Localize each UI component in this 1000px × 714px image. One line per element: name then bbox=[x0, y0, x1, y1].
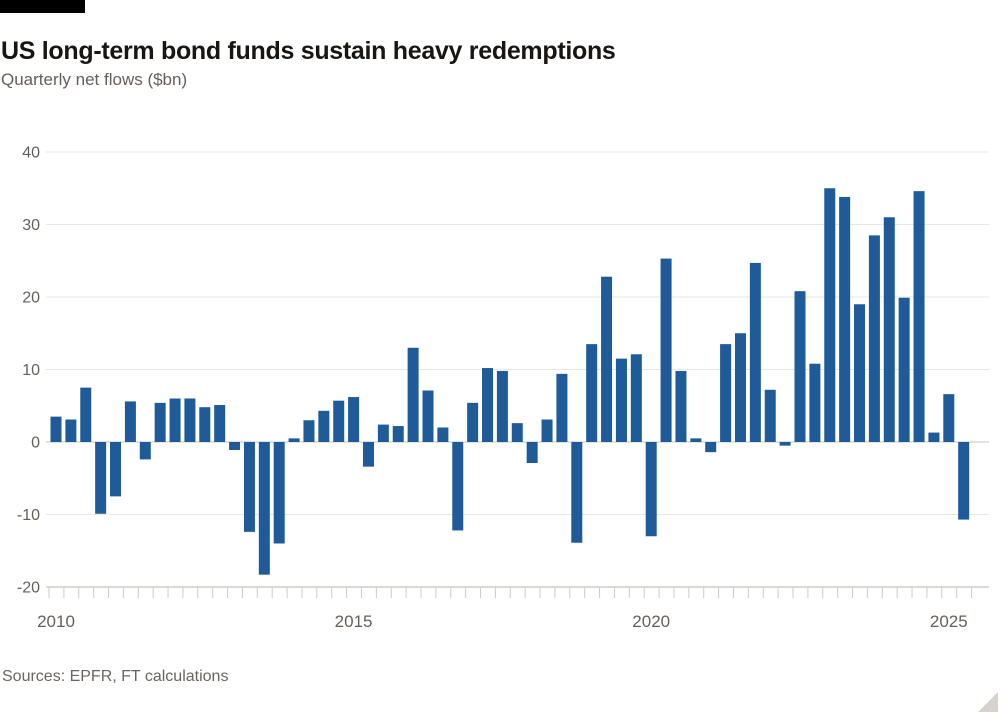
bar-2015-q3 bbox=[377, 424, 389, 442]
bar-2025-q1 bbox=[943, 394, 955, 442]
bar-2012-q4 bbox=[214, 405, 226, 442]
bar-2010-q4 bbox=[95, 442, 107, 514]
chart-subtitle: Quarterly net flows ($bn) bbox=[1, 70, 188, 89]
bar-2018-q2 bbox=[541, 419, 553, 442]
bar-2010-q1 bbox=[50, 416, 62, 442]
bar-2024-q4 bbox=[928, 432, 940, 442]
x-axis-label-2010: 2010 bbox=[37, 612, 75, 631]
bar-2021-q3 bbox=[734, 333, 746, 442]
y-axis-label-40: 40 bbox=[22, 145, 40, 162]
bar-2024-q1 bbox=[883, 217, 895, 442]
bar-2022-q2 bbox=[779, 442, 791, 446]
bar-2023-q4 bbox=[868, 235, 880, 442]
x-axis-label-2015: 2015 bbox=[335, 612, 373, 631]
y-axis-label--20: -20 bbox=[17, 580, 40, 597]
bar-2023-q1 bbox=[824, 188, 836, 442]
bar-2013-q4 bbox=[273, 442, 285, 544]
sources-note: Sources: EPFR, FT calculations bbox=[2, 668, 229, 685]
bar-2013-q3 bbox=[258, 442, 270, 575]
bar-2015-q2 bbox=[362, 442, 374, 467]
bar-2020-q1 bbox=[645, 442, 657, 537]
x-axis-label-2020: 2020 bbox=[632, 612, 670, 631]
bar-2024-q2 bbox=[898, 297, 910, 442]
bar-2017-q4 bbox=[511, 423, 523, 442]
bar-2017-q2 bbox=[482, 368, 494, 442]
bar-2019-q1 bbox=[586, 344, 598, 442]
bar-2023-q3 bbox=[854, 304, 866, 442]
bar-2019-q4 bbox=[630, 354, 642, 442]
bar-2017-q1 bbox=[467, 402, 479, 442]
bar-2013-q2 bbox=[243, 442, 255, 532]
bar-2015-q4 bbox=[392, 426, 404, 442]
bar-2025-q2 bbox=[958, 442, 970, 520]
y-axis-label-0: 0 bbox=[31, 435, 40, 452]
bar-2016-q2 bbox=[422, 390, 434, 442]
bar-2021-q2 bbox=[720, 344, 732, 442]
bar-2010-q2 bbox=[65, 419, 77, 442]
bar-2022-q3 bbox=[794, 291, 806, 442]
bar-2016-q4 bbox=[452, 442, 464, 531]
bar-2019-q2 bbox=[601, 276, 613, 442]
bar-2019-q3 bbox=[615, 358, 627, 442]
bar-2013-q1 bbox=[229, 442, 241, 450]
bar-2018-q4 bbox=[571, 442, 583, 543]
bar-2012-q2 bbox=[184, 398, 196, 442]
y-axis-label--10: -10 bbox=[17, 507, 40, 524]
bar-2024-q3 bbox=[913, 191, 925, 442]
bar-2016-q3 bbox=[437, 427, 449, 442]
bar-2016-q1 bbox=[407, 347, 419, 442]
bar-2011-q1 bbox=[110, 442, 122, 497]
bar-2020-q4 bbox=[690, 438, 702, 442]
resize-handle-icon[interactable] bbox=[978, 692, 998, 712]
bar-2014-q1 bbox=[288, 438, 300, 442]
bar-2014-q4 bbox=[333, 400, 345, 442]
bar-2020-q3 bbox=[675, 370, 687, 442]
bar-2017-q3 bbox=[496, 370, 508, 442]
y-axis-label-20: 20 bbox=[22, 290, 40, 307]
bar-2010-q3 bbox=[80, 387, 92, 442]
y-axis-label-30: 30 bbox=[22, 217, 40, 234]
bar-2021-q1 bbox=[705, 442, 717, 453]
bar-2015-q1 bbox=[348, 397, 360, 442]
bar-2018-q1 bbox=[526, 442, 538, 464]
bar-2022-q4 bbox=[809, 363, 821, 442]
bar-2021-q4 bbox=[749, 262, 761, 442]
ft-brand-bar bbox=[0, 0, 85, 13]
x-axis-label-2025: 2025 bbox=[930, 612, 968, 631]
bar-2020-q2 bbox=[660, 258, 672, 442]
bar-2023-q2 bbox=[839, 196, 851, 442]
bar-2014-q2 bbox=[303, 420, 315, 442]
bar-2011-q4 bbox=[154, 402, 166, 442]
chart-title: US long-term bond funds sustain heavy re… bbox=[1, 36, 616, 65]
bar-2011-q3 bbox=[139, 442, 151, 460]
bar-2012-q3 bbox=[199, 407, 211, 442]
bar-2011-q2 bbox=[124, 401, 136, 442]
bar-2012-q1 bbox=[169, 398, 181, 442]
bar-2018-q3 bbox=[556, 373, 568, 442]
bar-2014-q3 bbox=[318, 410, 330, 442]
y-axis-label-10: 10 bbox=[22, 362, 40, 379]
bar-2022-q1 bbox=[764, 389, 776, 442]
